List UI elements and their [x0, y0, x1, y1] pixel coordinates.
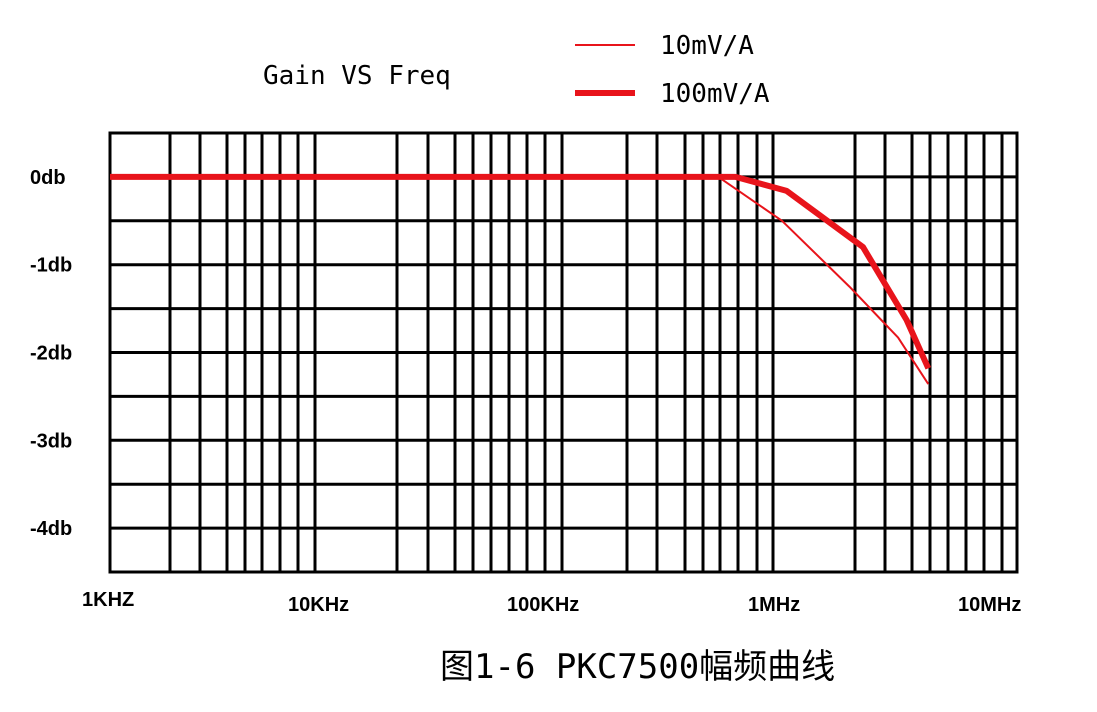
- figure-caption: 图1-6 PKC7500幅频曲线: [440, 647, 835, 687]
- y-tick-label: -3db: [30, 430, 72, 452]
- series-line-100mv: [110, 173, 932, 370]
- y-tick-label: -4db: [30, 518, 72, 540]
- x-tick-label: 100KHz: [507, 594, 579, 616]
- y-tick-label: 0db: [30, 167, 66, 189]
- x-tick-labels: 1KHZ 10KHz 100KHz 1MHz 10MHz: [82, 589, 1021, 616]
- legend-label-100mv: 100mV/A: [660, 79, 770, 109]
- legend: 10mV/A 100mV/A: [575, 31, 770, 109]
- y-tick-labels: 0db -1db -2db -3db -4db: [30, 167, 72, 540]
- x-tick-label: 10MHz: [958, 594, 1021, 616]
- plot-border: [108, 131, 1019, 574]
- grid: [108, 131, 1019, 574]
- x-tick-label: 1KHZ: [82, 589, 134, 611]
- y-tick-label: -1db: [30, 255, 72, 277]
- x-tick-label: 1MHz: [748, 594, 800, 616]
- x-tick-label: 10KHz: [288, 594, 349, 616]
- chart-title: Gain VS Freq: [263, 61, 451, 91]
- legend-label-10mv: 10mV/A: [660, 31, 754, 61]
- series-lines: [110, 173, 932, 385]
- y-tick-label: -2db: [30, 343, 72, 365]
